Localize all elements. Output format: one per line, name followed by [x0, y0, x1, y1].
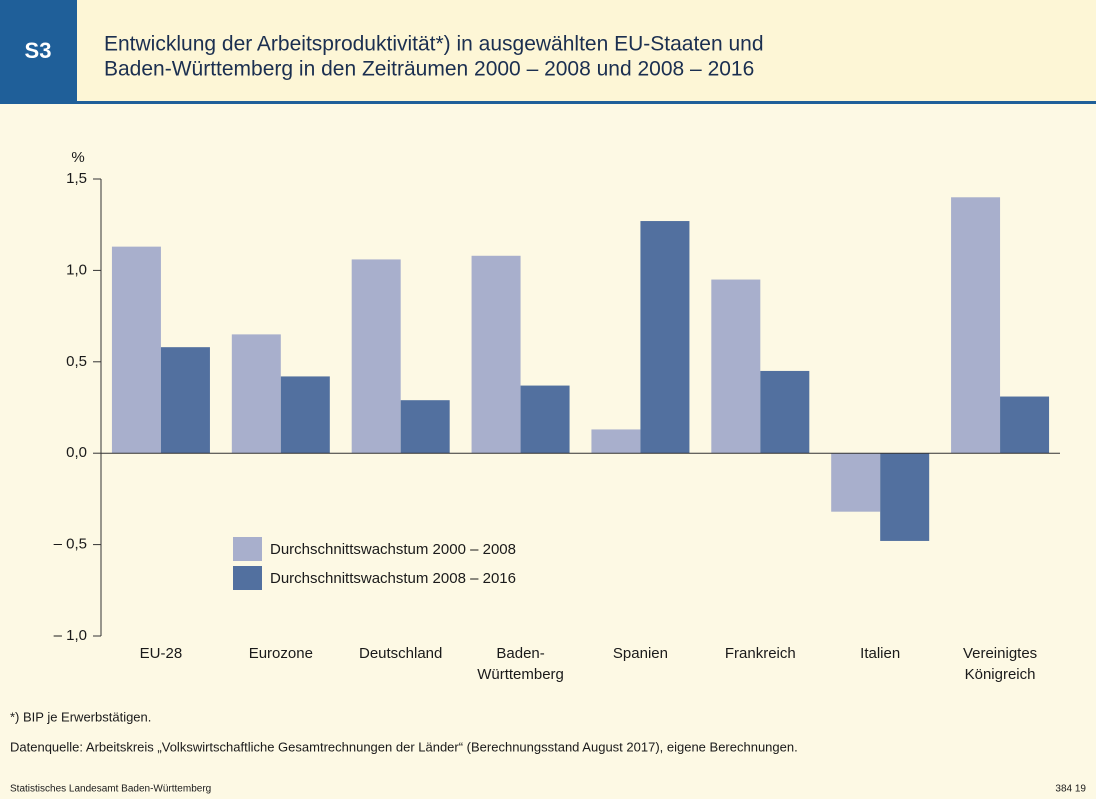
legend-label: Durchschnittswachstum 2008 – 2016 [270, 570, 516, 587]
bar [951, 197, 1001, 454]
bar [831, 453, 881, 512]
legend-swatch [233, 566, 262, 590]
x-tick-label: Spanien [613, 645, 668, 662]
badge: S3 [25, 38, 52, 63]
bar [160, 347, 210, 454]
y-tick-label: – 1,0 [54, 627, 87, 644]
x-tick-label: Eurozone [249, 645, 313, 662]
bar [1000, 396, 1050, 454]
footer-right: 384 19 [1055, 784, 1086, 795]
badge-box [0, 0, 77, 103]
y-tick-label: 1,5 [66, 170, 87, 187]
bar [711, 279, 761, 454]
bar [520, 385, 570, 454]
y-tick-label: 1,0 [66, 261, 87, 278]
footer-left: Statistisches Landesamt Baden-Württember… [10, 784, 211, 795]
bar [231, 334, 281, 454]
x-tick-label: EU-28 [140, 645, 183, 662]
x-tick-label: Baden-Württemberg [477, 645, 564, 683]
y-tick-label: 0,0 [66, 444, 87, 461]
x-tick-label: Frankreich [725, 645, 796, 662]
bar [880, 453, 930, 541]
chart-title: Baden-Württemberg in den Zeiträumen 2000… [104, 58, 754, 81]
footnote: *) BIP je Erwerbstätigen. [10, 709, 151, 724]
legend-label: Durchschnittswachstum 2000 – 2008 [270, 541, 516, 558]
bar [471, 255, 521, 454]
y-tick-label: 0,5 [66, 353, 87, 370]
bar [400, 400, 450, 454]
y-tick-label: – 0,5 [54, 536, 87, 553]
y-axis-label: % [71, 149, 84, 166]
bar [640, 221, 690, 454]
chart-title: Entwicklung der Arbeitsproduktivität*) i… [104, 33, 764, 56]
x-tick-label: Vereinigtes Königreich [963, 645, 1037, 683]
header-rule [0, 101, 1096, 104]
header-band [0, 0, 1096, 103]
x-tick-label: Deutschland [359, 645, 442, 662]
source: Datenquelle: Arbeitskreis „Volkswirtscha… [10, 739, 798, 754]
bar [280, 376, 330, 454]
bar [351, 259, 401, 454]
bar [111, 246, 161, 454]
legend-swatch [233, 537, 262, 561]
bar [760, 370, 810, 454]
bar [591, 429, 641, 454]
x-tick-label: Italien [860, 645, 900, 662]
